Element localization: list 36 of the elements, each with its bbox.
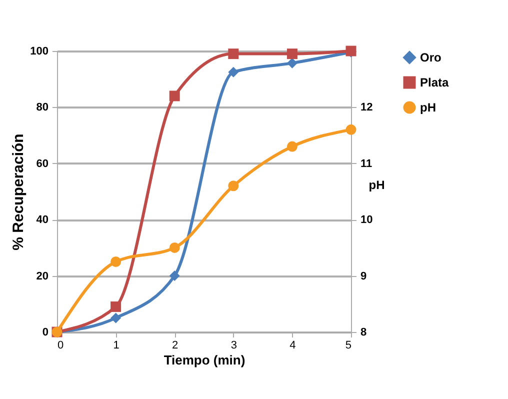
y2-tick-label: 12 — [360, 102, 373, 114]
y-tick-label: 80 — [36, 102, 48, 114]
point — [110, 312, 122, 324]
x-tick-label: 2 — [172, 340, 178, 352]
point — [346, 124, 356, 135]
legend-label: pH — [420, 100, 436, 114]
x-axis-title: Tiempo (min) — [164, 352, 246, 368]
y2-tick-label: 11 — [360, 158, 372, 170]
point — [169, 242, 180, 253]
x-tick-label: 3 — [230, 340, 237, 352]
point — [169, 90, 180, 102]
y-tick-label: 0 — [42, 326, 48, 338]
x-tick-label: 4 — [290, 340, 296, 352]
y-tick-label: 100 — [30, 46, 48, 58]
y2-tick-label: 9 — [360, 270, 367, 282]
y2-tick-label: 8 — [360, 326, 367, 338]
x-tick-label: 1 — [113, 340, 120, 352]
x-tick-label: 5 — [345, 340, 352, 352]
y2-axis-title: pH — [368, 178, 385, 192]
y-tick-label: 60 — [36, 158, 48, 170]
point — [228, 180, 239, 192]
point — [286, 48, 298, 60]
point — [228, 48, 239, 60]
y-axis-title: % Recuperación — [10, 134, 28, 250]
y-tick-label: 40 — [36, 214, 48, 226]
point — [110, 256, 122, 267]
point — [286, 141, 298, 152]
point — [169, 270, 180, 282]
legend-label: Plata — [420, 76, 450, 90]
y-tick-label: 20 — [36, 270, 48, 282]
x-tick-label: 0 — [58, 340, 64, 352]
point — [228, 66, 239, 78]
point — [110, 301, 122, 312]
y2-tick-label: 10 — [360, 214, 373, 226]
legend-label: Oro — [420, 50, 442, 64]
point — [286, 58, 298, 68]
